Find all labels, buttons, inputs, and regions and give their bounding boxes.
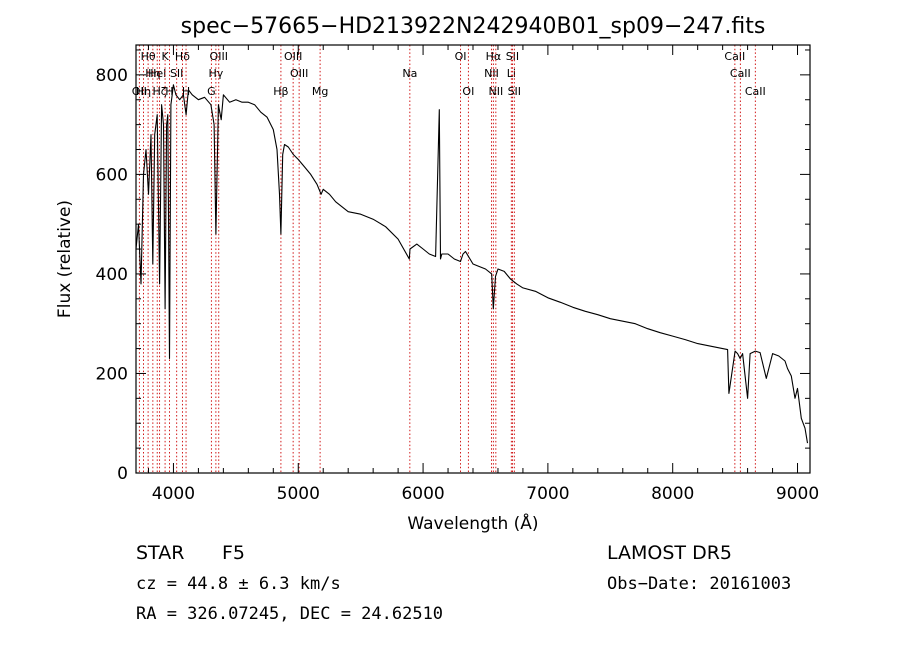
- chart-title: spec−57665−HD213922N242940B01_sp09−247.f…: [181, 14, 766, 39]
- x-tick-label: 8000: [651, 484, 694, 504]
- plot-frame: [135, 44, 811, 474]
- line-marker-label: Hη: [145, 67, 160, 80]
- line-marker-label: Hη: [136, 85, 151, 98]
- y-tick-label: 800: [96, 66, 128, 86]
- x-tick-label: 7000: [526, 484, 569, 504]
- coordinates: RA = 326.07245, DEC = 24.62510: [136, 604, 443, 624]
- line-marker-label: Hβ: [273, 85, 288, 98]
- line-marker-label: OIII: [284, 50, 302, 63]
- y-tick-label: 400: [96, 265, 128, 285]
- line-marker-label: CaII: [745, 85, 766, 98]
- line-marker-label: Hδ: [175, 50, 190, 63]
- line-marker-label: Li: [507, 67, 516, 80]
- line-marker-label: Na: [402, 67, 417, 80]
- y-tick-label: 600: [96, 165, 128, 185]
- line-marker-label: NII: [484, 67, 499, 80]
- line-marker-label: HeI: [148, 67, 166, 80]
- redshift-readout: cz = 44.8 ± 6.3 km/s: [136, 574, 341, 594]
- line-marker-label: OI: [462, 85, 474, 98]
- line-marker-label: Mg: [312, 85, 328, 98]
- y-axis-ticks: 0 200 400 600 800: [96, 49, 810, 484]
- x-axis-label: Wavelength (Å): [407, 512, 538, 534]
- survey-label: LAMOST DR5: [607, 542, 732, 564]
- x-tick-label: 6000: [401, 484, 444, 504]
- x-tick-label: 9000: [776, 484, 819, 504]
- x-tick-label: 5000: [277, 484, 320, 504]
- line-marker-label: H: [165, 85, 173, 98]
- object-subclass: F5: [222, 542, 245, 564]
- line-marker-label: NII: [488, 85, 503, 98]
- line-marker-label: Hγ: [208, 67, 223, 80]
- line-marker-label: CaII: [730, 67, 751, 80]
- line-marker-label: SII: [508, 85, 521, 98]
- line-marker-label: CaII: [724, 50, 745, 63]
- x-tick-label: 4000: [152, 484, 195, 504]
- line-marker-label: SII: [506, 50, 519, 63]
- spectrum-series: [135, 84, 809, 444]
- y-tick-label: 200: [96, 364, 128, 384]
- spectrum-line: [135, 84, 809, 444]
- line-marker-label: Hα: [486, 50, 502, 63]
- y-tick-label: 0: [117, 464, 128, 484]
- line-marker-label: OIII: [290, 67, 308, 80]
- line-marker-label: Hζ: [152, 85, 166, 98]
- line-marker-label: OIII: [210, 50, 228, 63]
- line-marker-label: Hθ: [141, 50, 156, 63]
- line-marker-label: G: [207, 85, 216, 98]
- line-marker-label: OI: [455, 50, 467, 63]
- y-axis-label: Flux (relative): [55, 200, 75, 318]
- x-axis-ticks: 4000 5000 6000 7000 8000 9000: [147, 45, 819, 504]
- line-marker-label: K: [161, 50, 169, 63]
- obs-date: Obs−Date: 20161003: [607, 574, 791, 594]
- line-marker-label: H: [182, 85, 190, 98]
- line-marker-label: SII: [170, 67, 183, 80]
- object-class: STAR: [136, 542, 184, 564]
